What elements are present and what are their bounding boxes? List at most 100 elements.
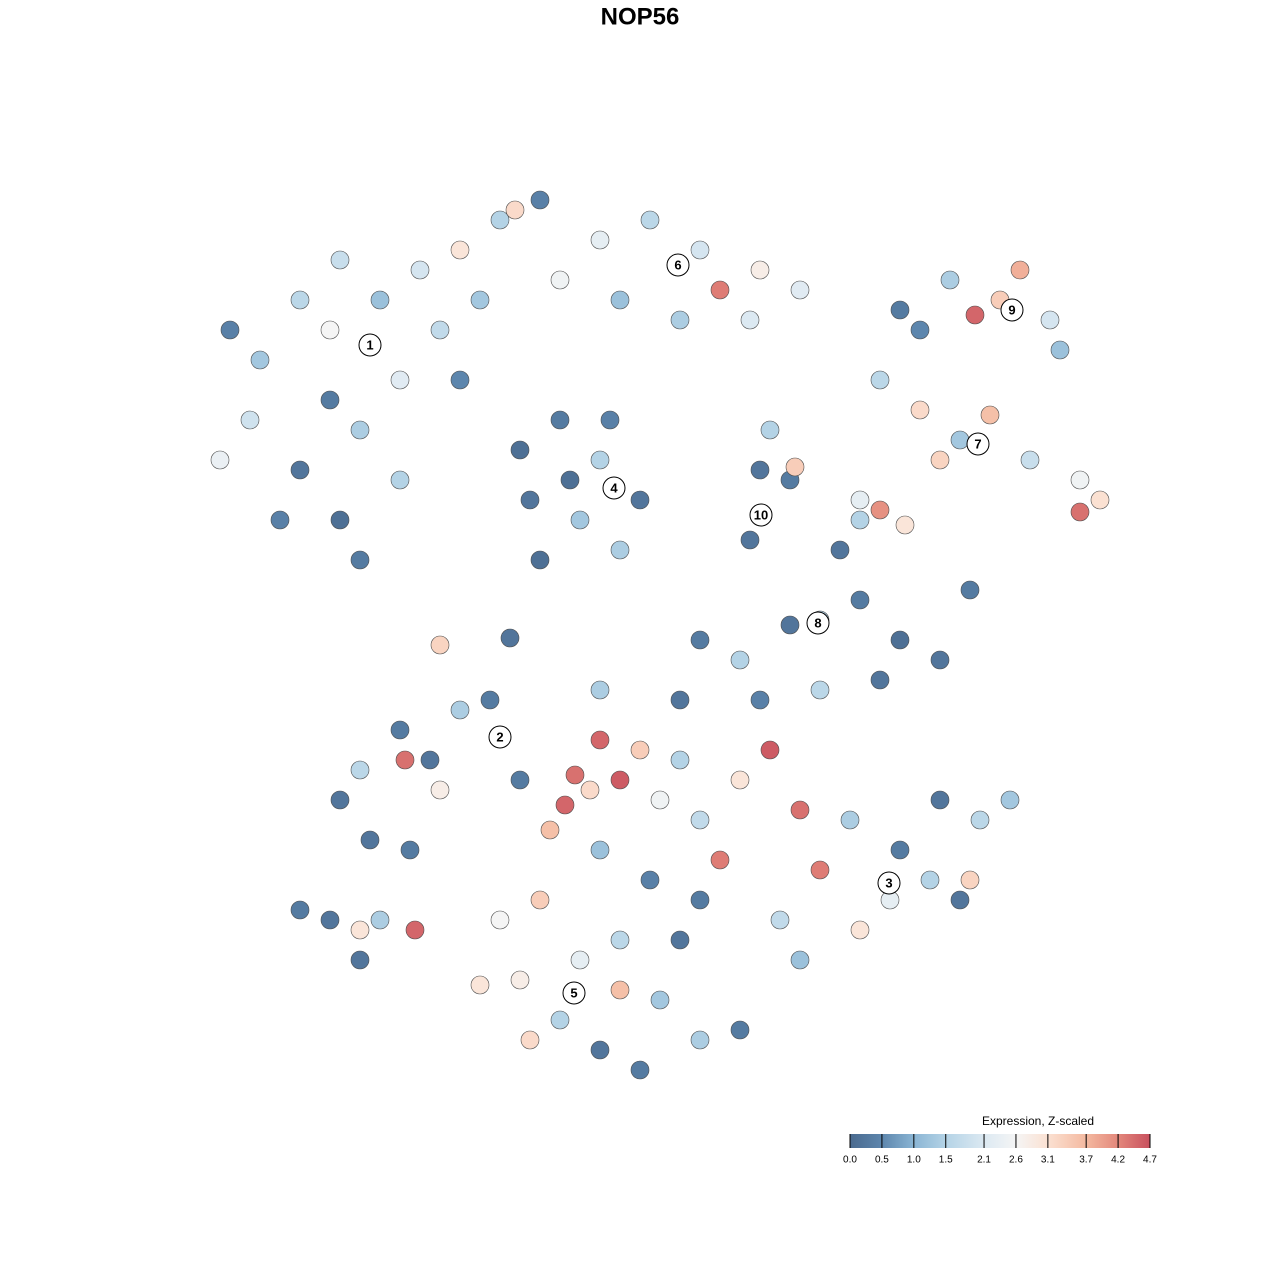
point <box>350 950 370 970</box>
point <box>490 210 510 230</box>
cluster-label: 6 <box>674 257 681 272</box>
point <box>630 740 650 760</box>
point <box>1040 310 1060 330</box>
point <box>960 870 980 890</box>
cluster-label-badge <box>966 432 990 456</box>
point <box>850 490 870 510</box>
point <box>390 720 410 740</box>
point <box>520 490 540 510</box>
point <box>450 700 470 720</box>
cluster-label: 2 <box>496 729 503 744</box>
point <box>790 280 810 300</box>
point <box>320 320 340 340</box>
point <box>710 280 730 300</box>
point <box>370 290 390 310</box>
point <box>690 810 710 830</box>
point <box>690 1030 710 1050</box>
colorbar-tick-label: 1.0 <box>907 1155 921 1166</box>
point <box>390 470 410 490</box>
cluster-label: 1 <box>366 337 373 352</box>
cluster-label-badge <box>602 476 626 500</box>
cluster-labels: 1 2 3 4 5 6 7 8 9 10 <box>358 253 1024 1005</box>
colorbar-tick-label: 0.5 <box>875 1155 889 1166</box>
cluster-label-badge <box>1000 298 1024 322</box>
point <box>590 730 610 750</box>
point <box>1050 340 1070 360</box>
point <box>1020 450 1040 470</box>
point <box>510 770 530 790</box>
point <box>760 420 780 440</box>
cluster-label-badge <box>877 871 901 895</box>
point <box>730 1020 750 1040</box>
point <box>980 405 1000 425</box>
point <box>670 310 690 330</box>
point <box>670 690 690 710</box>
point <box>670 750 690 770</box>
point <box>810 680 830 700</box>
point <box>350 420 370 440</box>
point <box>1010 260 1030 280</box>
point <box>850 510 870 530</box>
point <box>1070 502 1090 522</box>
point <box>400 840 420 860</box>
point <box>630 490 650 510</box>
point <box>910 320 930 340</box>
cluster-label-badge <box>562 981 586 1005</box>
point <box>640 210 660 230</box>
point <box>450 240 470 260</box>
point <box>610 980 630 1000</box>
point <box>1070 470 1090 490</box>
point <box>930 450 950 470</box>
point <box>780 615 800 635</box>
point <box>250 350 270 370</box>
point <box>870 500 890 520</box>
point <box>330 790 350 810</box>
point <box>1000 790 1020 810</box>
point <box>890 630 910 650</box>
cluster-label: 5 <box>570 985 577 1000</box>
point <box>420 750 440 770</box>
point <box>370 910 390 930</box>
colorbar-tick-label: 4.2 <box>1111 1155 1125 1166</box>
point <box>490 910 510 930</box>
point <box>470 290 490 310</box>
point <box>610 770 630 790</box>
point <box>530 890 550 910</box>
point <box>520 1030 540 1050</box>
point <box>550 270 570 290</box>
cluster-label: 9 <box>1008 302 1015 317</box>
points <box>210 190 1110 1080</box>
cluster-label-badge <box>358 333 382 357</box>
cluster-label-badge <box>806 611 830 635</box>
point <box>750 260 770 280</box>
point <box>870 670 890 690</box>
point <box>1090 490 1110 510</box>
point <box>730 770 750 790</box>
cluster-label-badge <box>666 253 690 277</box>
point <box>350 920 370 940</box>
point <box>320 910 340 930</box>
point <box>565 765 585 785</box>
point <box>960 580 980 600</box>
point <box>480 690 500 710</box>
point <box>850 590 870 610</box>
point <box>360 830 380 850</box>
point <box>590 450 610 470</box>
point <box>290 290 310 310</box>
colorbar-tick-label: 3.1 <box>1041 1155 1055 1166</box>
point <box>505 200 525 220</box>
point <box>920 870 940 890</box>
point <box>470 975 490 995</box>
point <box>895 515 915 535</box>
cluster-label-badge <box>749 503 773 527</box>
point <box>640 870 660 890</box>
chart-title: NOP56 <box>601 3 680 30</box>
colorbar: Expression, Z-scaled 0.0 0.5 1.0 1.5 2.1 2.6 3.… <box>843 1114 1157 1165</box>
point <box>830 540 850 560</box>
point <box>690 630 710 650</box>
point <box>650 790 670 810</box>
cluster-label: 7 <box>974 436 981 451</box>
point <box>530 190 550 210</box>
point <box>555 795 575 815</box>
